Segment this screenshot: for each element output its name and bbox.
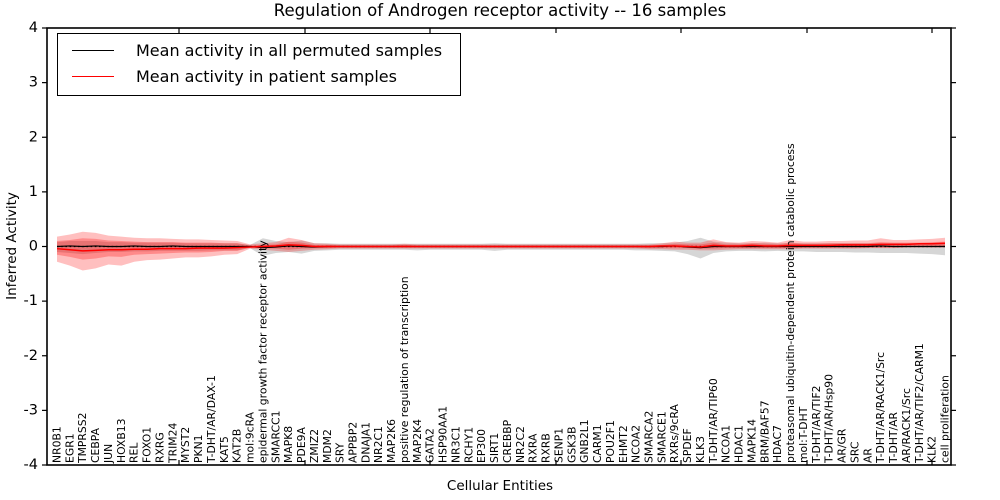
chart-title: Regulation of Androgen receptor activity… xyxy=(273,1,727,20)
x-category-label: T-DHT/AR/DAX-1 xyxy=(205,375,218,464)
x-category-label: POU2F1 xyxy=(604,420,617,463)
x-category-label: GATA2 xyxy=(424,428,437,463)
x-category-label: SMARCC1 xyxy=(269,411,282,463)
x-category-label: HSP90AA1 xyxy=(437,406,450,463)
x-category-label: T-DHT/AR/TIP60 xyxy=(707,378,720,464)
x-category-label: mol:T-DHT xyxy=(797,406,810,463)
x-category-label: ZMIZ2 xyxy=(308,429,321,463)
x-category-label: SMARCA2 xyxy=(643,411,656,463)
legend-label: Mean activity in all permuted samples xyxy=(136,41,443,60)
x-category-label: RXRB xyxy=(540,433,553,463)
x-category-label: cell proliferation xyxy=(939,375,952,463)
x-category-label: RCHY1 xyxy=(462,427,475,463)
x-axis-title: Cellular Entities xyxy=(446,478,554,494)
x-category-label: REL xyxy=(128,443,141,463)
y-tick-label: -3 xyxy=(24,402,38,418)
x-category-label: MDM2 xyxy=(321,429,334,463)
y-tick-label: 4 xyxy=(29,20,38,36)
x-category-label: SMARCE1 xyxy=(655,411,668,463)
x-category-label: T-DHT/AR xyxy=(887,411,900,464)
patient-samples-range-inner-band xyxy=(57,238,945,260)
x-category-label: AR/RACK1/Src xyxy=(900,388,913,463)
legend: Mean activity in all permuted samples Mea… xyxy=(57,33,462,96)
x-category-label: EGR1 xyxy=(63,433,76,463)
y-tick-label: 0 xyxy=(29,239,38,255)
y-axis-title: Inferred Activity xyxy=(4,192,20,300)
x-category-label: HDAC1 xyxy=(733,425,746,463)
x-category-label: NR3C1 xyxy=(449,426,462,463)
x-category-label: T-DHT/AR/RACK1/Src xyxy=(874,352,887,464)
x-category-label: SENP1 xyxy=(552,428,565,463)
x-category-label: KAT2B xyxy=(231,429,244,463)
x-category-label: SRY xyxy=(334,442,347,463)
legend-item: Mean activity in patient samples xyxy=(72,67,442,86)
x-category-label: EHMT2 xyxy=(617,425,630,463)
x-category-label: PDE9A xyxy=(295,426,308,463)
x-category-label: NCOA1 xyxy=(720,425,733,463)
x-category-label: AR/GR xyxy=(836,428,849,463)
x-category-label: GNB2L1 xyxy=(578,419,591,463)
x-category-label: BRM/BAF57 xyxy=(758,400,771,463)
x-category-label: RXRG xyxy=(153,432,166,463)
x-category-label: mol:9cRA xyxy=(244,411,257,463)
x-category-label: positive regulation of transcription xyxy=(398,276,411,463)
x-category-label: MAPK14 xyxy=(745,419,758,463)
x-category-label: NCOA2 xyxy=(630,425,643,463)
x-category-label: NR2C1 xyxy=(372,426,385,463)
x-category-label: MAP2K6 xyxy=(385,419,398,463)
y-tick-label: -2 xyxy=(24,348,38,364)
legend-label: Mean activity in patient samples xyxy=(136,67,397,86)
x-category-label: RXRs/9cRA xyxy=(668,403,681,463)
x-category-label: KLK3 xyxy=(694,436,707,463)
x-category-label: GSK3B xyxy=(565,426,578,463)
x-category-label: DNAJA1 xyxy=(359,422,372,463)
x-category-label: TMPRSS2 xyxy=(76,413,89,465)
x-category-label: MAP2K4 xyxy=(411,419,424,463)
y-tick-label: 2 xyxy=(29,129,38,145)
x-category-label: KAT5 xyxy=(218,436,231,463)
x-category-label: TRIM24 xyxy=(166,423,179,464)
x-category-label: APPBP2 xyxy=(347,422,360,463)
x-category-label: JUN xyxy=(102,444,115,464)
x-category-label: NR0B1 xyxy=(51,426,64,463)
x-category-label: T-DHT/AR/TIF2 xyxy=(810,385,823,464)
x-category-label: EP300 xyxy=(475,429,488,463)
x-category-label: HDAC7 xyxy=(771,425,784,463)
x-category-label: MAPK8 xyxy=(282,426,295,463)
x-category-label: NR2C2 xyxy=(514,426,527,463)
x-category-label: CREBBP xyxy=(501,419,514,463)
x-category-label: HOXB13 xyxy=(115,419,128,463)
x-category-label: AR xyxy=(861,448,874,463)
y-tick-label: -4 xyxy=(24,457,38,473)
y-tick-label: 1 xyxy=(29,184,38,200)
x-category-label: SPDEF xyxy=(681,428,694,463)
x-category-label: T-DHT/AR/TIF2/CARM1 xyxy=(913,343,926,464)
x-category-label: KLK2 xyxy=(926,436,939,463)
x-category-label: T-DHT/AR/Hsp90 xyxy=(823,374,836,464)
x-category-label: proteasomal ubiquitin-dependent protein … xyxy=(784,143,797,463)
x-category-label: CEBPA xyxy=(89,427,102,463)
x-category-label: PKN1 xyxy=(192,434,205,463)
permuted-samples-range-band xyxy=(57,237,945,259)
x-category-label: SRC xyxy=(848,442,861,463)
x-category-label: FOXO1 xyxy=(141,427,154,463)
x-category-label: SIRT1 xyxy=(488,433,501,463)
patient-mean-line xyxy=(56,242,946,252)
x-category-label: epidermal growth factor receptor activit… xyxy=(256,240,269,463)
x-category-label: MYST2 xyxy=(179,427,192,463)
y-tick-label: -1 xyxy=(24,293,38,309)
legend-item: Mean activity in all permuted samples xyxy=(72,41,442,60)
patient-samples-range-outer-band xyxy=(57,231,945,271)
legend-line-sample xyxy=(72,50,114,51)
x-category-label: CARM1 xyxy=(591,424,604,463)
x-category-label: RXRA xyxy=(527,433,540,463)
legend-line-sample xyxy=(72,76,114,77)
y-tick-label: 3 xyxy=(29,75,38,91)
